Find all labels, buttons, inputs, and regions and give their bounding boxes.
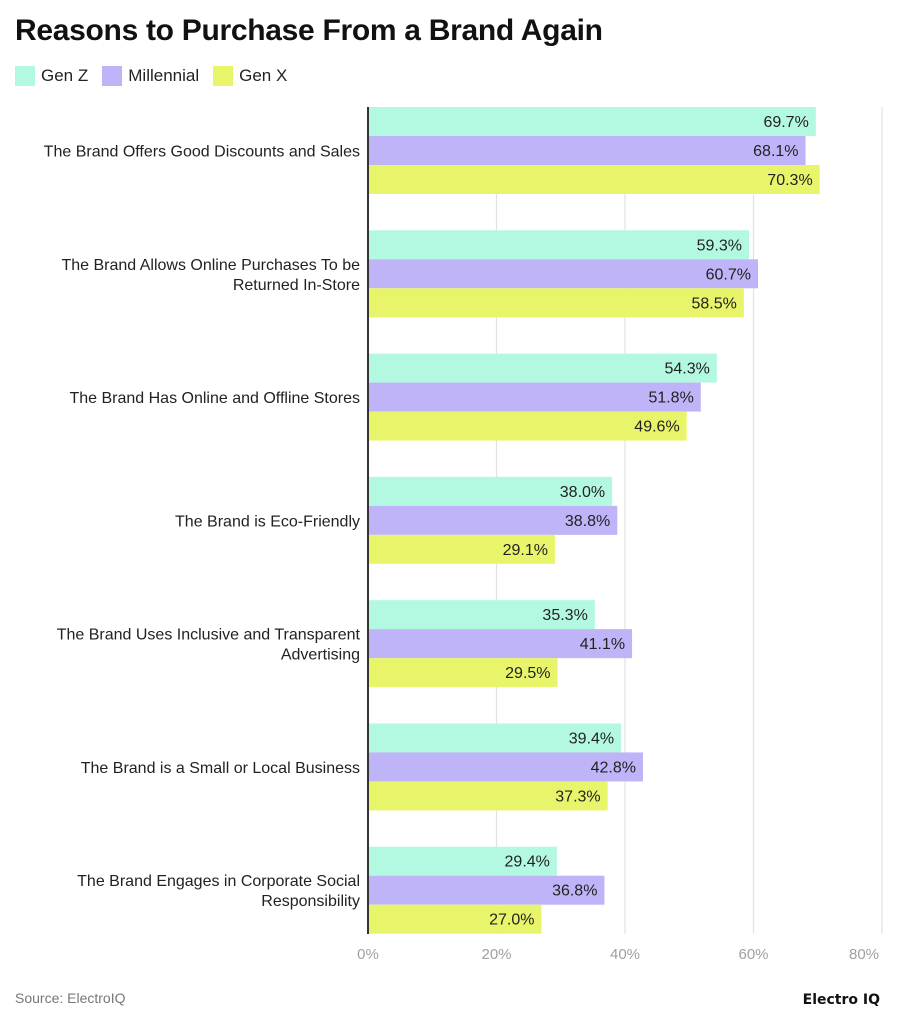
category-label: The Brand is a Small or Local Business	[81, 760, 360, 777]
legend-swatch	[15, 66, 35, 86]
category-label: The Brand is Eco-Friendly	[175, 513, 360, 530]
x-tick-label: 20%	[481, 946, 511, 963]
data-label: 69.7%	[763, 114, 808, 131]
data-label: 27.0%	[489, 912, 534, 929]
bar	[368, 846, 557, 876]
bar	[368, 476, 613, 506]
bar	[368, 752, 643, 782]
category-label: The Brand Has Online and Offline Stores	[69, 390, 360, 407]
bar	[368, 165, 820, 194]
data-label: 59.3%	[697, 237, 742, 254]
legend-swatch	[102, 66, 123, 86]
x-tick-label: 80%	[849, 946, 879, 963]
electroiq-logo: Electro IQ	[802, 992, 880, 1008]
legend-item-gen-z: Gen Z	[15, 66, 88, 86]
category-label: The Brand Engages in Corporate Social	[77, 873, 360, 890]
bar	[368, 904, 542, 934]
legend: Gen Z Millennial Gen X	[15, 66, 287, 86]
bar	[368, 230, 750, 260]
data-label: 49.6%	[634, 419, 679, 436]
x-tick-label: 0%	[357, 946, 379, 963]
category-label: The Brand Allows Online Purchases To be	[61, 257, 360, 274]
data-label: 41.1%	[580, 636, 625, 653]
data-label: 68.1%	[753, 143, 798, 160]
x-tick-label: 40%	[610, 946, 640, 963]
data-label: 38.8%	[565, 513, 610, 530]
category-label: Advertising	[281, 647, 360, 664]
bar	[368, 353, 717, 383]
bar	[368, 534, 555, 564]
data-label: 29.1%	[503, 542, 548, 559]
bar	[368, 629, 633, 659]
legend-label: Gen X	[239, 66, 288, 85]
bar	[368, 723, 622, 753]
chart-title: Reasons to Purchase From a Brand Again	[15, 14, 603, 47]
bar	[368, 288, 744, 318]
bar	[368, 411, 687, 441]
data-label: 38.0%	[560, 484, 605, 501]
data-label: 54.3%	[665, 361, 710, 378]
bar	[368, 875, 605, 905]
category-label: The Brand Offers Good Discounts and Sale…	[44, 144, 360, 161]
data-label: 70.3%	[767, 172, 812, 189]
bar	[368, 107, 816, 136]
data-label: 29.5%	[505, 665, 550, 682]
data-label: 37.3%	[555, 788, 600, 805]
category-label: Returned In-Store	[233, 277, 360, 294]
data-label: 39.4%	[569, 730, 614, 747]
bar	[368, 136, 806, 165]
bar	[368, 600, 595, 630]
bar	[368, 382, 701, 412]
bar	[368, 505, 618, 535]
bar	[368, 658, 558, 688]
data-label: 35.3%	[542, 607, 587, 624]
data-label: 60.7%	[706, 266, 751, 283]
legend-label: Millennial	[128, 66, 200, 85]
data-label: 58.5%	[691, 295, 736, 312]
legend-swatch	[213, 66, 234, 86]
data-label: 36.8%	[552, 883, 597, 900]
category-label: The Brand Uses Inclusive and Transparent	[57, 627, 361, 644]
legend-item-gen-x: Gen X	[213, 66, 287, 86]
legend-item-millennial: Millennial	[102, 66, 199, 86]
x-tick-label: 60%	[738, 946, 768, 963]
category-label: Responsibility	[261, 893, 360, 910]
data-label: 42.8%	[591, 759, 636, 776]
data-label: 51.8%	[648, 390, 693, 407]
bar	[368, 781, 608, 811]
legend-label: Gen Z	[41, 66, 89, 85]
source-note: Source: ElectroIQ	[15, 990, 126, 1006]
data-label: 29.4%	[505, 854, 550, 871]
bar	[368, 259, 758, 289]
